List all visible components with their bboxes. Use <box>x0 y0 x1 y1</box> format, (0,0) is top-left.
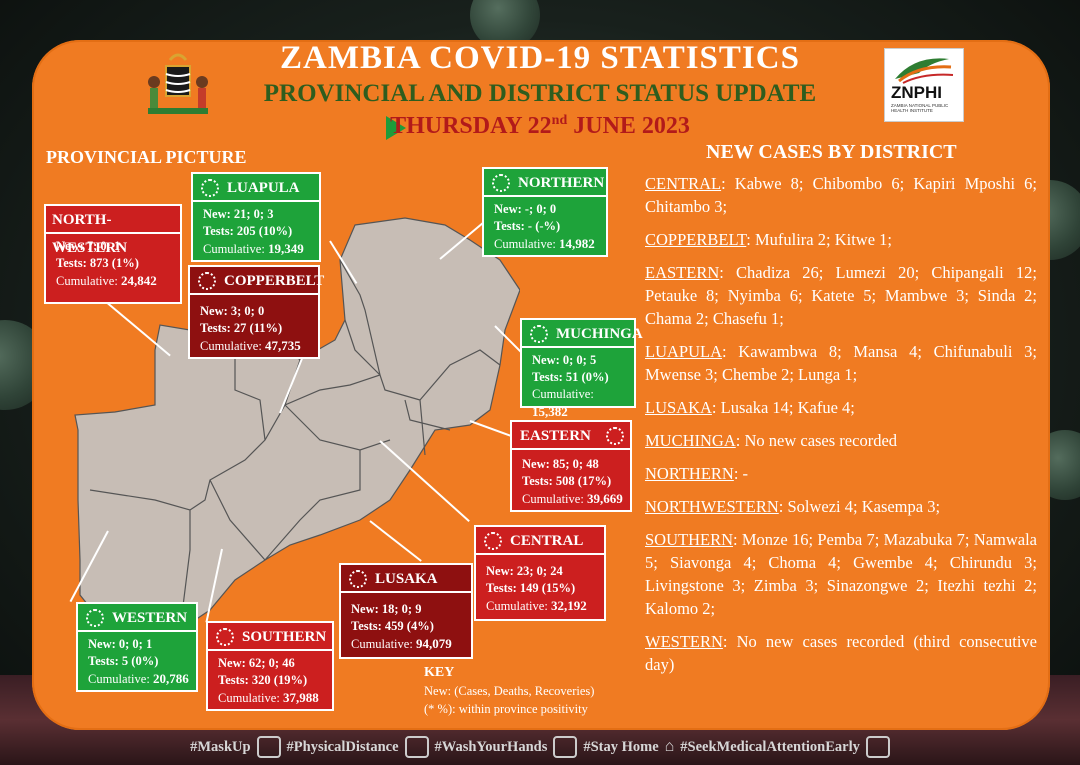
virus-icon <box>492 174 510 192</box>
hashtag-medical: #SeekMedicalAttentionEarly <box>680 738 860 755</box>
district-entry: SOUTHERN: Monze 16; Pemba 7; Mazabuka 7;… <box>645 530 1037 618</box>
znphi-logo: ZNPHI ZAMBIA NATIONAL PUBLIC HEALTH INST… <box>884 48 964 122</box>
virus-icon <box>606 427 624 445</box>
province-cumulative: 15,382 <box>532 404 568 419</box>
mask-icon <box>256 736 281 758</box>
virus-icon <box>216 628 234 646</box>
province-cumulative: 37,988 <box>282 690 319 705</box>
province-box-northern: NORTHERN New: -; 0; 0 Tests: - (-%) Cumu… <box>482 167 608 257</box>
district-entry: CENTRAL: Kabwe 8; Chibombo 6; Kapiri Mpo… <box>645 174 1037 216</box>
key-title: KEY <box>424 665 455 680</box>
province-box-muchinga: MUCHINGA New: 0; 0; 5 Tests: 51 (0%) Cum… <box>520 318 643 419</box>
province-box-western: WESTERN New: 0; 0; 1 Tests: 5 (0%) Cumul… <box>76 602 198 692</box>
province-new: New: 23; 0; 24 <box>486 564 563 578</box>
district-entry: MUCHINGA: No new cases recorded <box>645 431 898 450</box>
coat-of-arms-logo <box>148 53 208 114</box>
hashtag-maskup: #MaskUp <box>190 738 251 755</box>
play-arrow-icon <box>386 116 406 140</box>
province-tests: Tests: 873 (1%) <box>56 256 139 270</box>
date-line: THURSDAY 22nd JUNE 2023 <box>390 113 690 139</box>
hashtag-distance: #PhysicalDistance <box>286 738 399 755</box>
district-heading: NEW CASES BY DISTRICT <box>706 141 957 163</box>
hashtag-wash: #WashYourHands <box>434 738 548 755</box>
page-subtitle: PROVINCIAL AND DISTRICT STATUS UPDATE <box>263 80 817 107</box>
province-new: New: 0; 0; 1 <box>88 637 153 651</box>
province-new: New: -; 0; 0 <box>494 202 557 216</box>
province-name: SOUTHERN <box>242 629 327 645</box>
province-name: LUSAKA <box>375 571 438 587</box>
province-box-eastern: EASTERN New: 85; 0; 48 Tests: 508 (17%) … <box>510 420 632 512</box>
provincial-heading: PROVINCIAL PICTURE <box>46 147 247 167</box>
province-tests: Tests: 508 (17%) <box>522 474 612 488</box>
home-icon: ⌂ <box>664 738 675 755</box>
province-new: New: 7; 0; 1 <box>56 239 121 253</box>
key-line: New: (Cases, Deaths, Recoveries) <box>424 684 595 698</box>
key-line: (* %): within province positivity <box>424 702 588 716</box>
virus-icon <box>86 609 104 627</box>
footer-hashtags: #MaskUp #PhysicalDistance #WashYourHands… <box>0 736 1080 758</box>
virus-icon <box>201 179 219 197</box>
district-entry: NORTHERN: - <box>645 464 749 483</box>
province-tests: Tests: 320 (19%) <box>218 673 308 687</box>
province-cumulative: 94,079 <box>415 636 452 651</box>
virus-icon <box>530 325 548 343</box>
province-tests: Tests: 205 (10%) <box>203 224 293 238</box>
province-new: New: 0; 0; 5 <box>532 353 597 367</box>
district-list: CENTRAL: Kabwe 8; Chibombo 6; Kapiri Mpo… <box>645 172 1037 686</box>
virus-icon <box>198 272 216 290</box>
province-tests: Tests: - (-%) <box>494 219 561 233</box>
virus-icon <box>484 532 502 550</box>
province-tests: Tests: 51 (0%) <box>532 370 609 384</box>
province-cumulative: 32,192 <box>550 598 587 613</box>
province-cumulative: 14,982 <box>558 236 595 251</box>
district-entry: WESTERN: No new cases recorded (third co… <box>645 632 1037 674</box>
legend-key: KEY New: (Cases, Deaths, Recoveries) (* … <box>424 664 594 718</box>
province-tests: Tests: 459 (4%) <box>351 619 434 633</box>
province-tests: Tests: 27 (11%) <box>200 321 283 335</box>
district-entry: EASTERN: Chadiza 26; Lumezi 20; Chipanga… <box>645 263 1037 328</box>
virus-icon <box>349 570 367 588</box>
province-name: NORTHERN <box>518 175 605 191</box>
province-box-luapula: LUAPULA New: 21; 0; 3 Tests: 205 (10%) C… <box>191 172 321 262</box>
province-new: New: 85; 0; 48 <box>522 457 599 471</box>
province-box-southern: SOUTHERN New: 62; 0; 46 Tests: 320 (19%)… <box>206 621 334 711</box>
province-box-lusaka: LUSAKA New: 18; 0; 9 Tests: 459 (4%) Cum… <box>339 563 473 659</box>
province-name: CENTRAL <box>510 533 584 549</box>
province-cumulative: 39,669 <box>586 491 623 506</box>
province-name: COPPERBELT <box>224 273 325 289</box>
district-entry: LUSAKA: Lusaka 14; Kafue 4; <box>645 398 855 417</box>
page-title: ZAMBIA COVID-19 STATISTICS <box>280 40 800 76</box>
province-name: MUCHINGA <box>556 326 643 342</box>
distance-icon <box>404 736 429 758</box>
province-cumulative: 47,735 <box>264 338 301 353</box>
bird-icon <box>895 58 954 84</box>
province-name: LUAPULA <box>227 180 300 196</box>
handwash-icon <box>553 736 578 758</box>
province-cumulative: 19,349 <box>267 241 304 256</box>
province-name: EASTERN <box>520 428 591 444</box>
province-name: WESTERN <box>112 610 188 626</box>
district-entry: LUAPULA: Kawambwa 8; Mansa 4; Chifunabul… <box>645 342 1037 384</box>
province-new: New: 3; 0; 0 <box>200 304 265 318</box>
district-entry: COPPERBELT: Mufulira 2; Kitwe 1; <box>645 230 892 249</box>
logo-text: ZNPHI <box>891 83 942 102</box>
province-new: New: 62; 0; 46 <box>218 656 295 670</box>
province-name: NORTH-WESTERN <box>52 212 128 256</box>
logo-subtext: ZAMBIA NATIONAL PUBLIC HEALTH INSTITUTE <box>891 103 949 113</box>
province-new: New: 18; 0; 9 <box>351 602 422 616</box>
hashtag-stayhome: #Stay Home <box>583 738 659 755</box>
province-box-northwestern: NORTH-WESTERN New: 7; 0; 1 Tests: 873 (1… <box>44 204 182 304</box>
province-cumulative: 24,842 <box>120 273 157 288</box>
province-tests: Tests: 5 (0%) <box>88 654 159 668</box>
district-entry: NORTHWESTERN: Solwezi 4; Kasempa 3; <box>645 497 941 516</box>
province-new: New: 21; 0; 3 <box>203 207 274 221</box>
province-cumulative: 20,786 <box>152 671 189 686</box>
province-box-copperbelt: COPPERBELT New: 3; 0; 0 Tests: 27 (11%) … <box>188 265 324 359</box>
province-box-central: CENTRAL New: 23; 0; 24 Tests: 149 (15%) … <box>474 525 606 621</box>
hospital-icon <box>865 736 890 758</box>
province-tests: Tests: 149 (15%) <box>486 581 576 595</box>
